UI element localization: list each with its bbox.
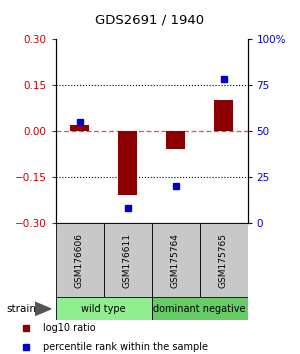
Polygon shape xyxy=(34,302,51,316)
Bar xyxy=(56,297,152,320)
Bar xyxy=(56,223,104,297)
Bar xyxy=(152,297,248,320)
Text: GSM176611: GSM176611 xyxy=(123,233,132,288)
Text: GSM176606: GSM176606 xyxy=(75,233,84,288)
Text: GSM175764: GSM175764 xyxy=(171,233,180,288)
Text: dominant negative: dominant negative xyxy=(153,304,246,314)
Text: percentile rank within the sample: percentile rank within the sample xyxy=(44,342,208,352)
Bar xyxy=(200,223,247,297)
Bar xyxy=(70,125,89,131)
Bar xyxy=(214,100,233,131)
Text: GDS2691 / 1940: GDS2691 / 1940 xyxy=(95,13,205,27)
Text: strain: strain xyxy=(6,304,36,314)
Text: wild type: wild type xyxy=(81,304,126,314)
Text: log10 ratio: log10 ratio xyxy=(44,323,96,333)
Bar xyxy=(103,223,152,297)
Bar xyxy=(152,223,200,297)
Bar xyxy=(118,131,137,195)
Text: GSM175765: GSM175765 xyxy=(219,233,228,288)
Bar xyxy=(166,131,185,149)
